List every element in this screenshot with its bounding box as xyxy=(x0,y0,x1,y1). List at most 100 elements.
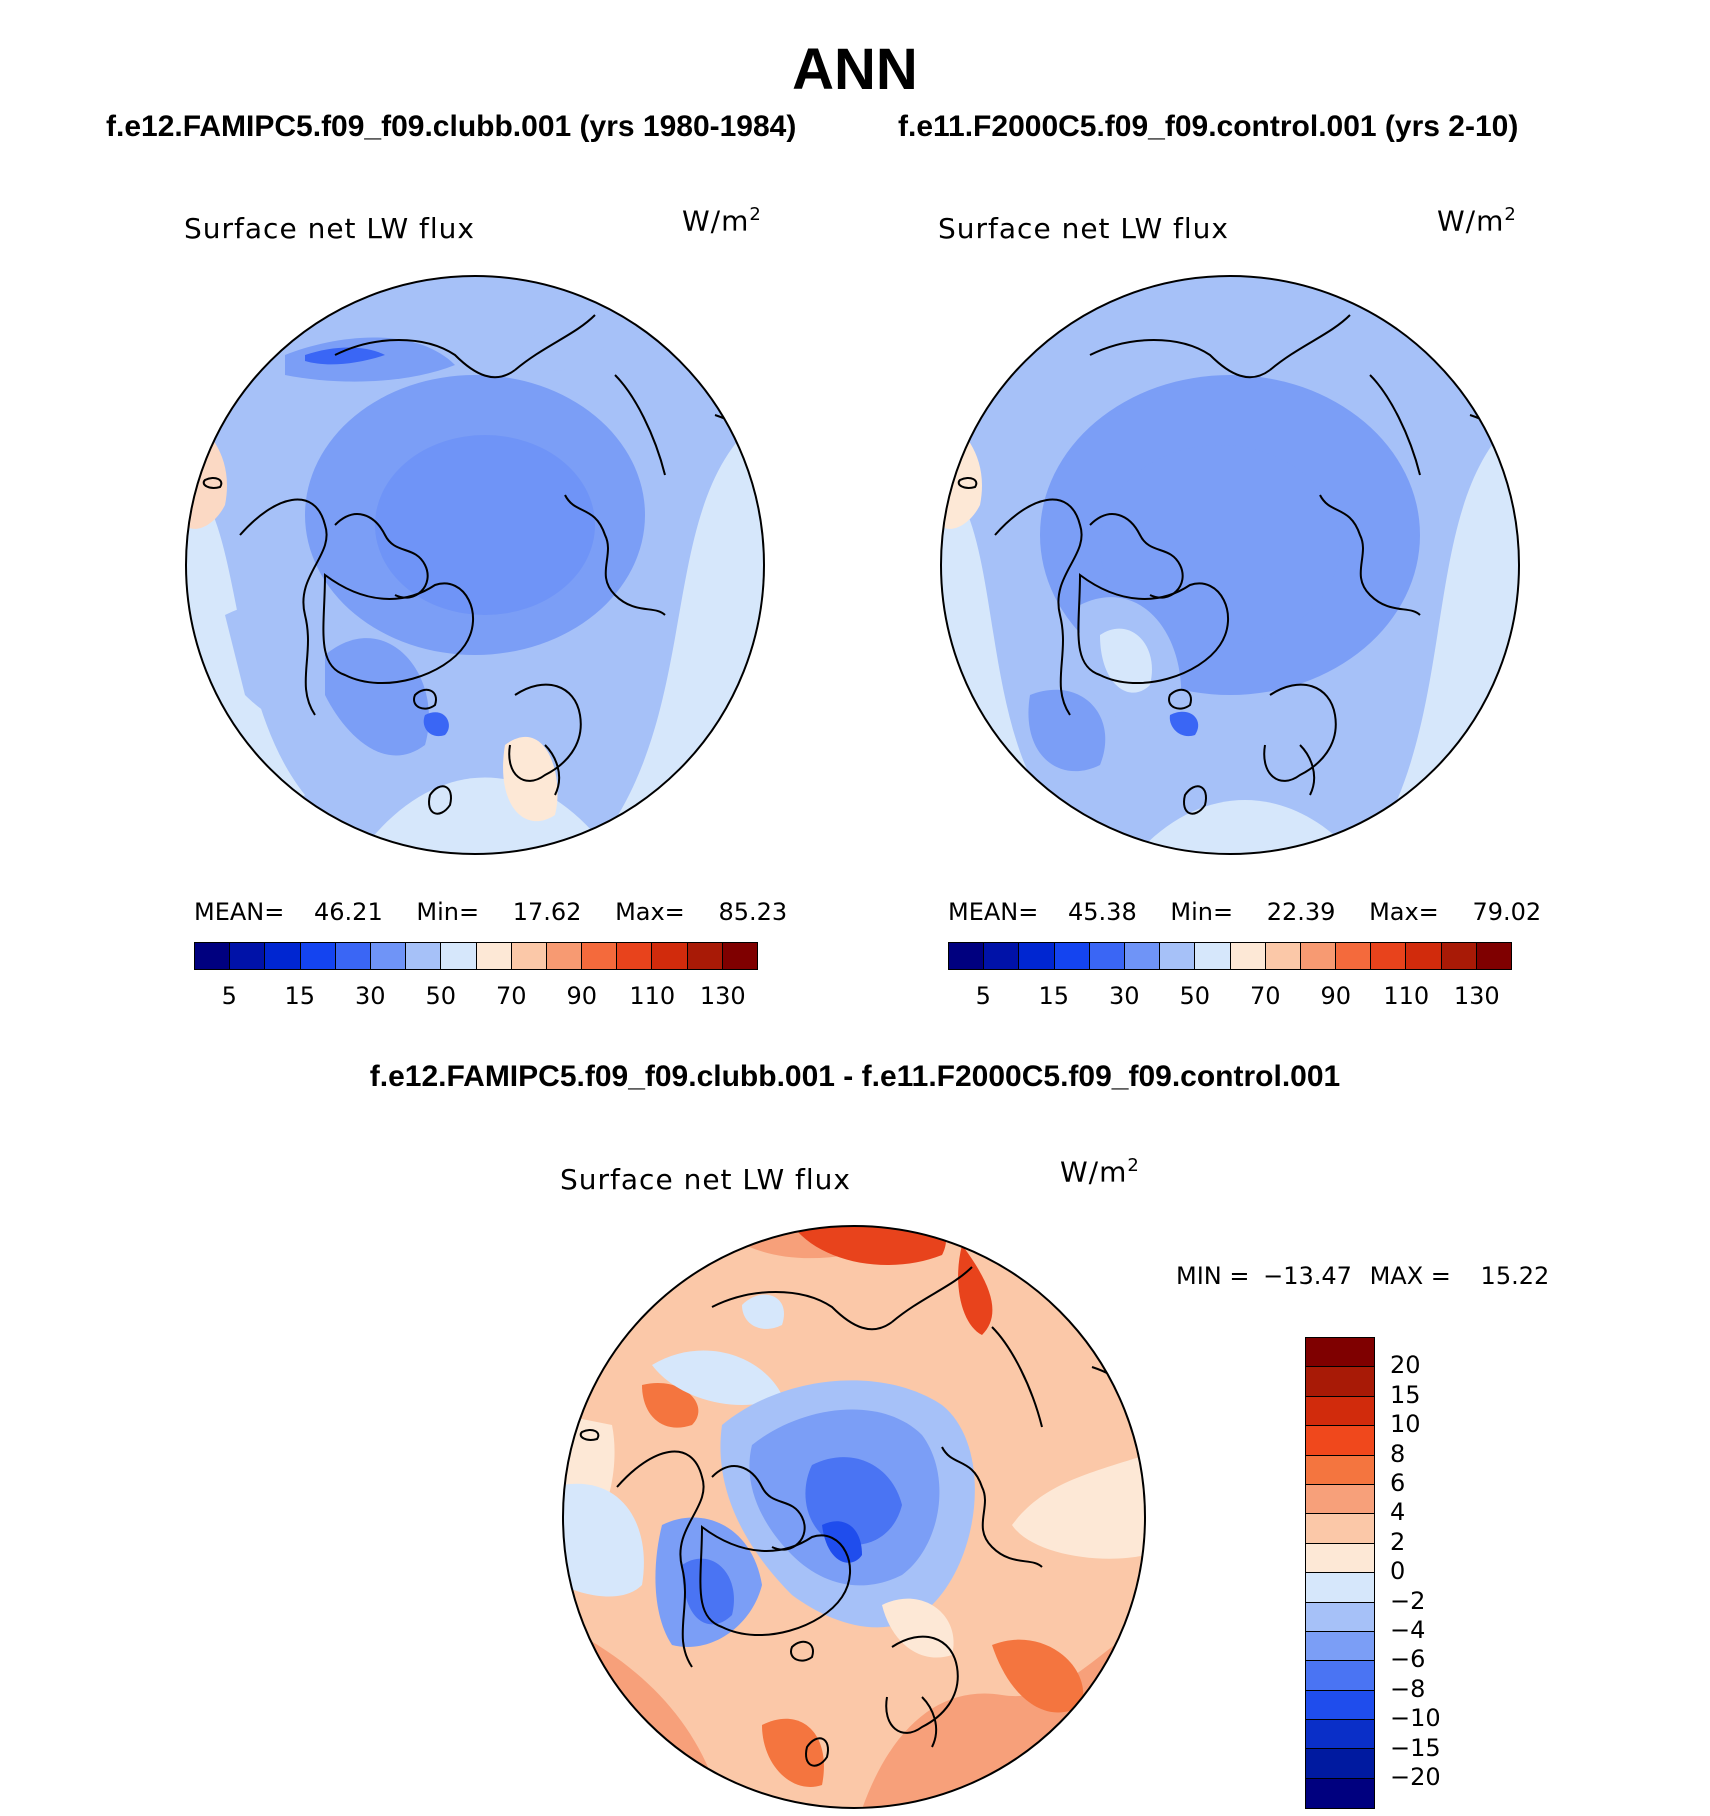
colorbar-swatch xyxy=(1124,943,1161,969)
colorbar-level-label: 20 xyxy=(1390,1351,1421,1380)
min-value: −13.47 xyxy=(1263,1262,1352,1290)
colorbar-swatch xyxy=(1306,1455,1374,1485)
colorbar-tick-label: 70 xyxy=(495,982,527,1010)
colorbar-level-label: 10 xyxy=(1390,1410,1421,1439)
units-label-diff: W/m2 xyxy=(1060,1155,1140,1189)
colorbar-level-label: 15 xyxy=(1390,1380,1421,1409)
colorbar-tick-label: 130 xyxy=(699,982,746,1010)
stats-right: MEAN= 45.38 Min= 22.39 Max= 79.02 xyxy=(948,898,1541,926)
colorbar-tick-label: 130 xyxy=(1453,982,1500,1010)
colorbar-swatch xyxy=(195,943,231,969)
colorbar-ticks-left: 5 15 30 50 70 90 110 130 xyxy=(194,982,758,1012)
colorbar-swatch xyxy=(1476,943,1511,969)
mean-label: MEAN= xyxy=(194,898,285,926)
colorbar-difference xyxy=(1305,1337,1375,1810)
colorbar-tick-label: 30 xyxy=(1108,982,1140,1010)
colorbar-swatch xyxy=(406,943,442,969)
colorbar-right xyxy=(948,942,1512,970)
main-title: ANN xyxy=(792,37,918,102)
colorbar-tick-label: 90 xyxy=(1320,982,1352,1010)
colorbar-swatch xyxy=(1306,1749,1374,1779)
colorbar-swatch xyxy=(1306,1690,1374,1721)
colorbar-swatch xyxy=(1019,943,1055,969)
colorbar-tick-label: 15 xyxy=(284,982,316,1010)
min-label: MIN = xyxy=(1176,1262,1250,1290)
polar-map-left xyxy=(185,275,765,855)
min-label: Min= xyxy=(1170,898,1234,926)
min-value: 17.62 xyxy=(512,898,582,926)
colorbar-tick-label: 110 xyxy=(629,982,676,1010)
colorbar-swatch xyxy=(1371,943,1407,969)
colorbar-swatch xyxy=(722,943,757,969)
max-label: Max= xyxy=(615,898,685,926)
colorbar-tick-label: 5 xyxy=(975,982,991,1010)
colorbar-swatch xyxy=(1306,1720,1374,1750)
units-label-left: W/m2 xyxy=(682,204,762,238)
colorbar-ticks-right: 5 15 30 50 70 90 110 130 xyxy=(948,982,1512,1012)
colorbar-tick-label: 90 xyxy=(566,982,598,1010)
colorbar-swatch xyxy=(949,943,985,969)
colorbar-swatch xyxy=(335,943,371,969)
colorbar-swatch xyxy=(582,943,618,969)
colorbar-level-label: 6 xyxy=(1390,1469,1406,1497)
mean-label: MEAN= xyxy=(948,898,1039,926)
colorbar-swatch xyxy=(1306,1338,1374,1368)
colorbar-swatch xyxy=(1195,943,1231,969)
case-title-left: f.e12.FAMIPC5.f09_f09.clubb.001 (yrs 198… xyxy=(106,110,797,143)
mean-value: 45.38 xyxy=(1068,898,1137,926)
max-label: MAX = xyxy=(1369,1262,1451,1290)
min-label: Min= xyxy=(416,898,480,926)
colorbar-swatch xyxy=(1336,943,1372,969)
colorbar-swatch xyxy=(1441,943,1477,969)
polar-map-right xyxy=(940,275,1520,855)
max-value: 15.22 xyxy=(1480,1262,1550,1290)
min-value: 22.39 xyxy=(1266,898,1336,926)
colorbar-tick-label: 50 xyxy=(1179,982,1211,1010)
max-value: 85.23 xyxy=(718,898,788,926)
colorbar-level-label: −8 xyxy=(1390,1674,1426,1703)
colorbar-tick-label: 70 xyxy=(1249,982,1281,1010)
colorbar-swatch xyxy=(1306,1661,1374,1691)
colorbar-level-label: −2 xyxy=(1390,1586,1426,1615)
colorbar-swatch xyxy=(546,943,583,969)
colorbar-tick-label: 110 xyxy=(1383,982,1430,1010)
colorbar-swatch xyxy=(1306,1367,1374,1397)
colorbar-swatch xyxy=(984,943,1020,969)
max-label: Max= xyxy=(1369,898,1439,926)
colorbar-swatch xyxy=(1300,943,1337,969)
colorbar-level-label: 0 xyxy=(1390,1557,1406,1586)
colorbar-left xyxy=(194,942,758,970)
colorbar-swatch xyxy=(617,943,653,969)
colorbar-swatch xyxy=(230,943,266,969)
colorbar-swatch xyxy=(1306,1484,1374,1515)
max-value: 79.02 xyxy=(1472,898,1542,926)
colorbar-level-label: −20 xyxy=(1390,1763,1441,1791)
colorbar-swatch xyxy=(1089,943,1125,969)
colorbar-swatch xyxy=(1406,943,1442,969)
colorbar-swatch xyxy=(1306,1543,1374,1574)
colorbar-swatch xyxy=(476,943,512,969)
colorbar-swatch xyxy=(1306,1778,1374,1809)
colorbar-swatch xyxy=(1306,1602,1374,1632)
colorbar-swatch xyxy=(511,943,547,969)
colorbar-swatch xyxy=(1306,1631,1374,1662)
stats-left: MEAN= 46.21 Min= 17.62 Max= 85.23 xyxy=(194,898,787,926)
colorbar-swatch xyxy=(1160,943,1196,969)
colorbar-swatch xyxy=(687,943,723,969)
colorbar-swatch xyxy=(652,943,688,969)
colorbar-tick-label: 15 xyxy=(1038,982,1070,1010)
colorbar-level-label: −4 xyxy=(1390,1616,1426,1644)
colorbar-swatch xyxy=(1265,943,1301,969)
polar-map-difference xyxy=(562,1225,1146,1809)
colorbar-swatch xyxy=(1306,1573,1374,1603)
units-label-right: W/m2 xyxy=(1437,204,1517,238)
colorbar-swatch xyxy=(1054,943,1090,969)
colorbar-swatch xyxy=(441,943,477,969)
colorbar-level-label: 2 xyxy=(1390,1527,1406,1556)
colorbar-swatch xyxy=(300,943,336,969)
colorbar-swatch xyxy=(370,943,407,969)
variable-label-left: Surface net LW flux xyxy=(184,212,475,245)
colorbar-swatch xyxy=(1230,943,1266,969)
colorbar-level-label: 8 xyxy=(1390,1439,1406,1468)
colorbar-swatch xyxy=(265,943,301,969)
